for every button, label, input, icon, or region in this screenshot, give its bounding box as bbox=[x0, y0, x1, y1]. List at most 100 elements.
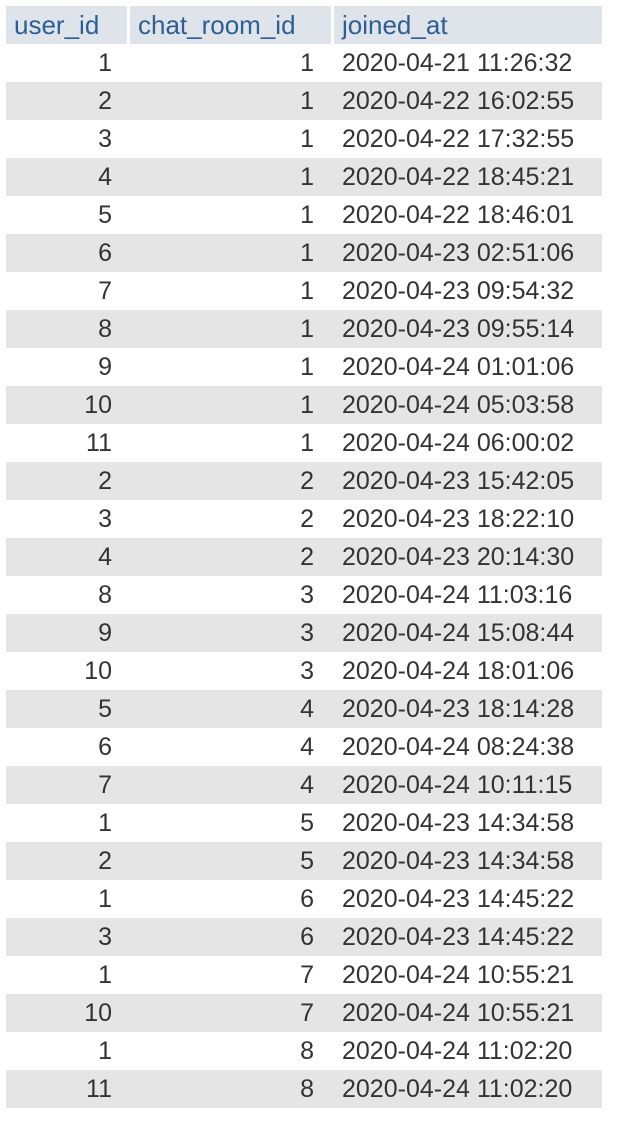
cell-user-id: 11 bbox=[6, 1070, 130, 1108]
header-row: user_id chat_room_id joined_at bbox=[6, 6, 602, 44]
cell-user-id: 2 bbox=[6, 462, 130, 500]
cell-chat-room-id: 5 bbox=[300, 808, 314, 837]
cell-user-id: 3 bbox=[6, 918, 130, 956]
column-header-user-id[interactable]: user_id bbox=[6, 6, 130, 44]
cell-chat-room-id: 1 bbox=[300, 428, 314, 457]
cell-chat-room-id: 4 bbox=[130, 766, 334, 804]
cell-joined-at: 2020-04-23 20:14:30 bbox=[334, 538, 602, 576]
table-row[interactable]: 3 6 2020-04-23 14:45:22 bbox=[6, 918, 602, 956]
cell-chat-room-id: 6 bbox=[300, 884, 314, 913]
cell-chat-room-id: 1 bbox=[300, 48, 314, 77]
table-row[interactable]: 2 1 2020-04-22 16:02:55 bbox=[6, 82, 602, 120]
cell-user-id: 1 bbox=[98, 884, 112, 913]
cell-joined-at: 2020-04-23 14:45:22 bbox=[342, 884, 575, 913]
cell-joined-at: 2020-04-21 11:26:32 bbox=[342, 48, 573, 77]
cell-user-id: 1 bbox=[98, 48, 112, 77]
table-row[interactable]: 3 2 2020-04-23 18:22:10 bbox=[6, 500, 602, 538]
cell-chat-room-id: 1 bbox=[300, 276, 314, 305]
cell-user-id: 4 bbox=[6, 158, 130, 196]
cell-user-id: 1 bbox=[98, 960, 112, 989]
cell-chat-room-id: 2 bbox=[130, 462, 334, 500]
cell-joined-at: 2020-04-23 09:55:14 bbox=[334, 310, 602, 348]
cell-joined-at: 2020-04-23 14:34:58 bbox=[334, 842, 602, 880]
cell-chat-room-id: 1 bbox=[300, 124, 314, 153]
cell-user-id: 8 bbox=[98, 580, 112, 609]
table-row[interactable]: 1 7 2020-04-24 10:55:21 bbox=[6, 956, 602, 994]
cell-user-id: 5 bbox=[6, 690, 130, 728]
table-row[interactable]: 7 4 2020-04-24 10:11:15 bbox=[6, 766, 602, 804]
cell-user-id: 3 bbox=[98, 124, 112, 153]
cell-joined-at: 2020-04-24 06:00:02 bbox=[342, 428, 575, 457]
cell-user-id: 10 bbox=[6, 386, 130, 424]
table-body: 1 1 2020-04-21 11:26:32 2 1 2020-04-22 16:02:… bbox=[6, 44, 602, 1108]
table-row[interactable]: 10 1 2020-04-24 05:03:58 bbox=[6, 386, 602, 424]
cell-user-id: 6 bbox=[6, 234, 130, 272]
column-header-joined-at[interactable]: joined_at bbox=[334, 6, 602, 44]
cell-joined-at: 2020-04-24 11:02:20 bbox=[334, 1070, 602, 1108]
table-row[interactable]: 5 4 2020-04-23 18:14:28 bbox=[6, 690, 602, 728]
cell-joined-at: 2020-04-24 10:55:21 bbox=[334, 994, 602, 1032]
cell-chat-room-id: 4 bbox=[130, 690, 334, 728]
cell-chat-room-id: 2 bbox=[300, 504, 314, 533]
cell-user-id: 2 bbox=[6, 842, 130, 880]
cell-user-id: 10 bbox=[84, 656, 112, 685]
cell-user-id: 1 bbox=[98, 808, 112, 837]
cell-chat-room-id: 6 bbox=[130, 918, 334, 956]
cell-joined-at: 2020-04-22 18:46:01 bbox=[342, 200, 575, 229]
cell-chat-room-id: 8 bbox=[130, 1070, 334, 1108]
cell-joined-at: 2020-04-22 17:32:55 bbox=[342, 124, 575, 153]
cell-chat-room-id: 1 bbox=[130, 158, 334, 196]
cell-joined-at: 2020-04-24 11:02:20 bbox=[342, 1036, 573, 1065]
cell-user-id: 8 bbox=[6, 310, 130, 348]
cell-user-id: 4 bbox=[6, 538, 130, 576]
table-row[interactable]: 10 3 2020-04-24 18:01:06 bbox=[6, 652, 602, 690]
cell-user-id: 9 bbox=[98, 352, 112, 381]
query-result-table: user_id chat_room_id joined_at 1 1 2020-04… bbox=[6, 6, 602, 1108]
table-row[interactable]: 8 3 2020-04-24 11:03:16 bbox=[6, 576, 602, 614]
cell-joined-at: 2020-04-23 09:54:32 bbox=[342, 276, 575, 305]
table-row[interactable]: 10 7 2020-04-24 10:55:21 bbox=[6, 994, 602, 1032]
cell-user-id: 10 bbox=[6, 994, 130, 1032]
cell-joined-at: 2020-04-23 15:42:05 bbox=[334, 462, 602, 500]
table-row[interactable]: 1 5 2020-04-23 14:34:58 bbox=[6, 804, 602, 842]
cell-chat-room-id: 5 bbox=[130, 842, 334, 880]
cell-joined-at: 2020-04-23 14:34:58 bbox=[342, 808, 575, 837]
cell-joined-at: 2020-04-24 08:24:38 bbox=[342, 732, 575, 761]
cell-user-id: 2 bbox=[6, 82, 130, 120]
cell-joined-at: 2020-04-23 18:14:28 bbox=[334, 690, 602, 728]
table-row[interactable]: 7 1 2020-04-23 09:54:32 bbox=[6, 272, 602, 310]
cell-joined-at: 2020-04-24 18:01:06 bbox=[342, 656, 575, 685]
table-row[interactable]: 9 1 2020-04-24 01:01:06 bbox=[6, 348, 602, 386]
cell-user-id: 6 bbox=[98, 732, 112, 761]
cell-joined-at: 2020-04-24 01:01:06 bbox=[342, 352, 575, 381]
cell-chat-room-id: 3 bbox=[300, 656, 314, 685]
table-row[interactable]: 2 5 2020-04-23 14:34:58 bbox=[6, 842, 602, 880]
cell-joined-at: 2020-04-24 10:55:21 bbox=[342, 960, 575, 989]
table-row[interactable]: 9 3 2020-04-24 15:08:44 bbox=[6, 614, 602, 652]
table-row[interactable]: 11 1 2020-04-24 06:00:02 bbox=[6, 424, 602, 462]
cell-chat-room-id: 2 bbox=[130, 538, 334, 576]
cell-chat-room-id: 1 bbox=[130, 82, 334, 120]
table-row[interactable]: 1 6 2020-04-23 14:45:22 bbox=[6, 880, 602, 918]
table-row[interactable]: 8 1 2020-04-23 09:55:14 bbox=[6, 310, 602, 348]
cell-joined-at: 2020-04-24 15:08:44 bbox=[334, 614, 602, 652]
table-row[interactable]: 6 4 2020-04-24 08:24:38 bbox=[6, 728, 602, 766]
cell-joined-at: 2020-04-23 14:45:22 bbox=[334, 918, 602, 956]
table-row[interactable]: 4 1 2020-04-22 18:45:21 bbox=[6, 158, 602, 196]
cell-user-id: 3 bbox=[98, 504, 112, 533]
cell-joined-at: 2020-04-23 02:51:06 bbox=[334, 234, 602, 272]
cell-user-id: 7 bbox=[98, 276, 112, 305]
table-row[interactable]: 5 1 2020-04-22 18:46:01 bbox=[6, 196, 602, 234]
table-row[interactable]: 1 8 2020-04-24 11:02:20 bbox=[6, 1032, 602, 1070]
table-row[interactable]: 2 2 2020-04-23 15:42:05 bbox=[6, 462, 602, 500]
table-row[interactable]: 1 1 2020-04-21 11:26:32 bbox=[6, 44, 602, 82]
table-row[interactable]: 3 1 2020-04-22 17:32:55 bbox=[6, 120, 602, 158]
table-row[interactable]: 11 8 2020-04-24 11:02:20 bbox=[6, 1070, 602, 1108]
cell-joined-at: 2020-04-22 18:45:21 bbox=[334, 158, 602, 196]
table-row[interactable]: 6 1 2020-04-23 02:51:06 bbox=[6, 234, 602, 272]
cell-user-id: 9 bbox=[6, 614, 130, 652]
column-header-chat-room-id[interactable]: chat_room_id bbox=[130, 6, 334, 44]
cell-chat-room-id: 1 bbox=[300, 352, 314, 381]
cell-user-id: 7 bbox=[6, 766, 130, 804]
table-row[interactable]: 4 2 2020-04-23 20:14:30 bbox=[6, 538, 602, 576]
